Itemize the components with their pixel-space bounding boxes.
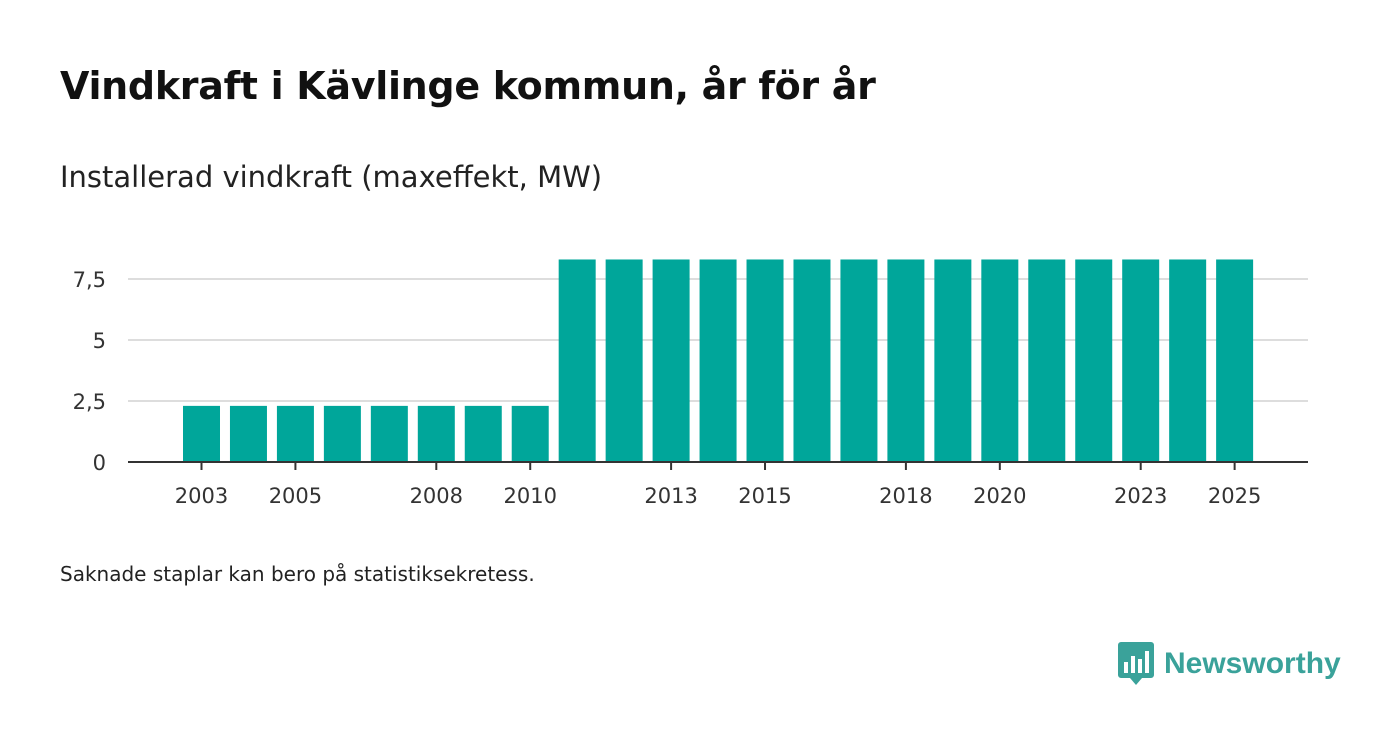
y-tick-label: 0 [93,451,106,475]
y-tick-label: 7,5 [73,268,106,292]
x-tick-label: 2020 [973,484,1026,508]
bar [887,259,925,462]
bar [793,259,831,462]
bar [511,405,549,462]
x-tick-label: 2018 [879,484,932,508]
bar [1169,259,1207,462]
bar [934,259,972,462]
x-tick-label: 2003 [175,484,228,508]
x-tick-label: 2023 [1114,484,1167,508]
bar [558,259,596,462]
bar [1028,259,1066,462]
x-tick-label: 2005 [269,484,322,508]
x-tick-label: 2008 [410,484,463,508]
footnote: Saknade staplar kan bero på statistiksek… [60,562,535,586]
x-tick-label: 2025 [1208,484,1261,508]
bar [1216,259,1254,462]
chart-subtitle: Installerad vindkraft (maxeffekt, MW) [60,160,603,194]
bar [229,405,267,462]
bar [981,259,1019,462]
chart-title: Vindkraft i Kävlinge kommun, år för år [60,64,876,108]
x-tick-label: 2015 [738,484,791,508]
y-tick-label: 5 [93,329,106,353]
bar [323,405,361,462]
brand-logo: Newsworthy [1118,642,1341,686]
y-tick-label: 2,5 [73,390,106,414]
bar [370,405,408,462]
brand-name: Newsworthy [1164,647,1341,680]
bar [1075,259,1113,462]
x-tick-label: 2010 [503,484,556,508]
bar [652,259,690,462]
bar [417,405,455,462]
bar [699,259,737,462]
bar [1122,259,1160,462]
x-tick-label: 2013 [644,484,697,508]
bar [464,405,502,462]
bar-chart-speech-bubble-icon [1118,642,1154,685]
bar [746,259,784,462]
bar [840,259,878,462]
bar [276,405,314,462]
bar [183,405,220,462]
bar [605,259,643,462]
